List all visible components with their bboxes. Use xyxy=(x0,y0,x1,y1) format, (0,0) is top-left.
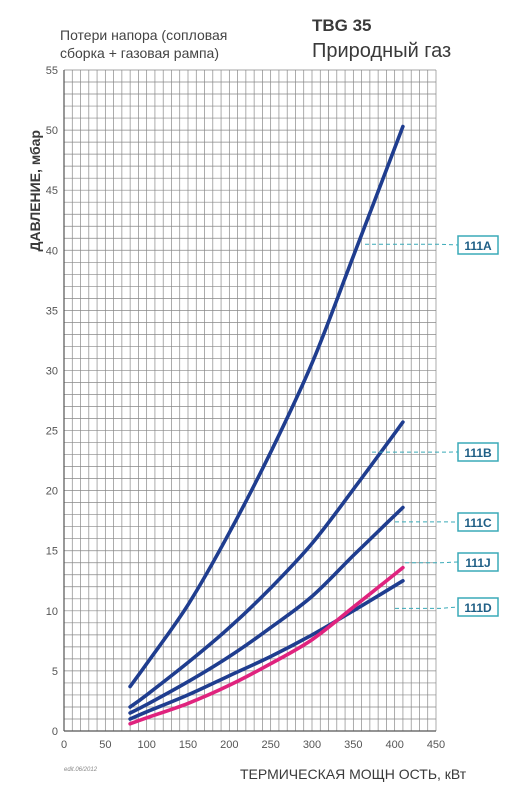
callout-leader-111j xyxy=(405,561,459,564)
x-tick-label: 100 xyxy=(137,739,155,751)
y-tick-label: 55 xyxy=(46,65,58,77)
model-title: TBG 35 xyxy=(312,16,372,35)
x-tick-label: 200 xyxy=(220,739,238,751)
curve-111c xyxy=(128,505,405,715)
x-tick-label: 50 xyxy=(99,739,111,751)
y-tick-label: 0 xyxy=(52,726,58,738)
callout-box-111a xyxy=(457,235,499,255)
x-axis-label: ТЕРМИЧЕСКАЯ МОЩН ОСТЬ, кВт xyxy=(240,766,467,782)
callout-box-111j xyxy=(457,552,499,572)
chart-subtitle-line2: сборка + газовая рампа) xyxy=(60,45,220,61)
x-tick-label: 300 xyxy=(303,739,321,751)
chart-subtitle-line1: Потери напора (сопловая xyxy=(60,27,228,43)
x-tick-label: 450 xyxy=(427,739,445,751)
y-tick-label: 20 xyxy=(46,486,58,498)
x-tick-label: 250 xyxy=(261,739,279,751)
curve-111a xyxy=(128,124,405,689)
curve-111j xyxy=(128,565,405,726)
y-tick-label: 25 xyxy=(46,426,58,438)
callout-label-111d: 111D xyxy=(464,601,492,615)
callout-label-111a: 111A xyxy=(464,239,492,253)
y-axis-label: ДАВЛЕНИЕ, мбар xyxy=(27,130,43,252)
callout-label-111b: 111B xyxy=(464,446,492,460)
callout-box-111c xyxy=(457,512,499,532)
callout-box-111b xyxy=(457,442,499,462)
edit-note: edit.06/2012 xyxy=(64,767,98,773)
callout-leader-111a xyxy=(365,243,459,246)
y-tick-label: 10 xyxy=(46,606,58,618)
callout-label-111j: 111J xyxy=(465,556,490,570)
y-tick-label: 35 xyxy=(46,305,58,317)
y-tick-label: 15 xyxy=(46,546,58,558)
callout-label-111c: 111C xyxy=(464,516,492,530)
callout-box-111d xyxy=(457,597,499,617)
y-tick-label: 5 xyxy=(52,666,58,678)
x-tick-label: 400 xyxy=(385,739,403,751)
y-tick-label: 30 xyxy=(46,365,58,377)
x-tick-label: 0 xyxy=(61,739,67,751)
curve-111b xyxy=(128,420,405,709)
x-tick-label: 150 xyxy=(179,739,197,751)
curve-111d xyxy=(128,579,405,721)
fuel-title: Природный газ xyxy=(312,40,452,62)
callout-leader-111d xyxy=(395,606,459,609)
x-tick-label: 350 xyxy=(344,739,362,751)
y-tick-label: 50 xyxy=(46,125,58,137)
grid xyxy=(63,69,437,732)
y-tick-label: 40 xyxy=(46,245,58,257)
y-tick-label: 45 xyxy=(46,185,58,197)
